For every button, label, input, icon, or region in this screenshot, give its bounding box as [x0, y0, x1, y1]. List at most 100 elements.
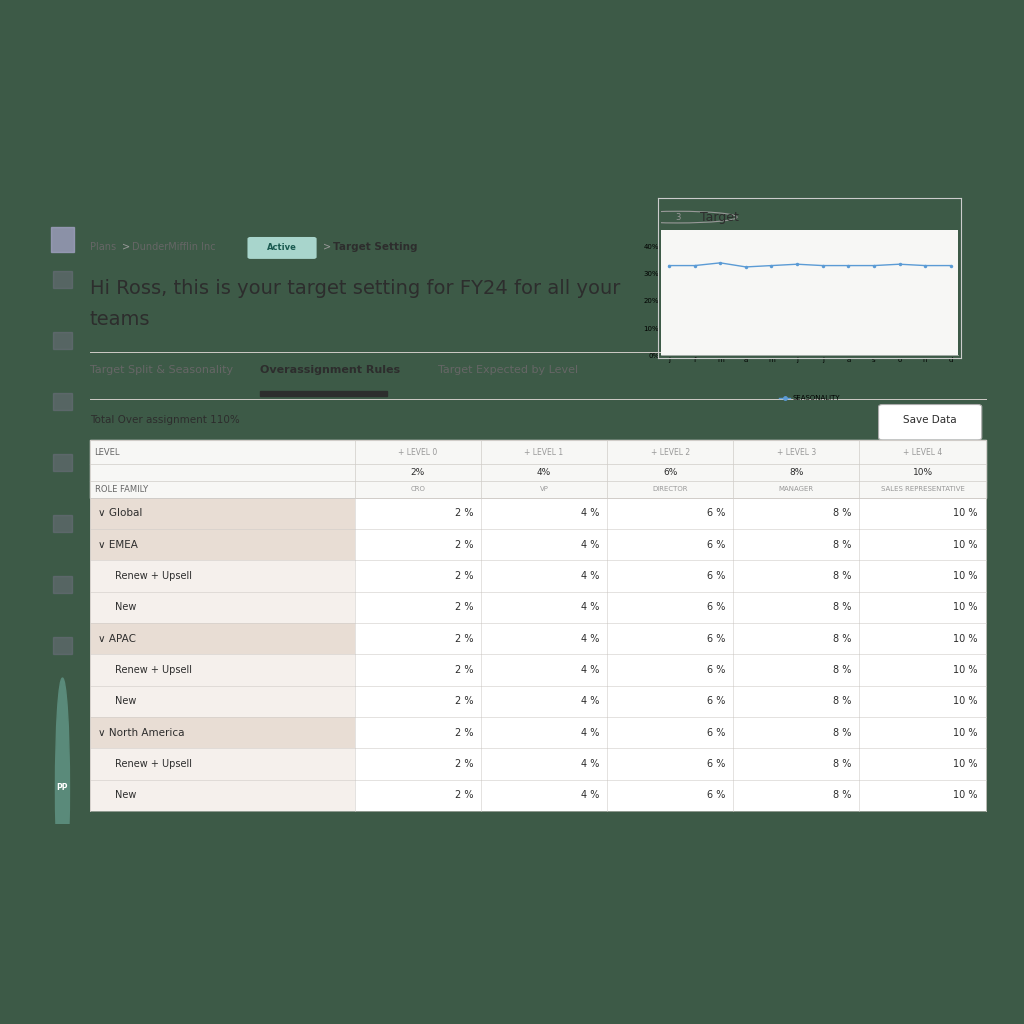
Text: 6 %: 6 %: [708, 791, 725, 801]
Bar: [859, 498, 986, 529]
Bar: [733, 560, 859, 592]
Text: Renew + Upsell: Renew + Upsell: [115, 571, 193, 581]
Text: 2 %: 2 %: [455, 571, 473, 581]
Bar: [733, 623, 859, 654]
Text: 8 %: 8 %: [834, 728, 852, 737]
Bar: [733, 779, 859, 811]
Text: 6 %: 6 %: [708, 602, 725, 612]
Text: Target Setting: Target Setting: [333, 242, 418, 252]
Text: 2 %: 2 %: [455, 508, 473, 518]
Text: New: New: [115, 791, 136, 801]
Bar: [481, 717, 607, 749]
Bar: [354, 749, 481, 779]
Bar: [354, 592, 481, 623]
Bar: [90, 717, 354, 749]
Bar: [733, 529, 859, 560]
Bar: [481, 592, 607, 623]
Bar: [90, 592, 354, 623]
Text: Target Split & Seasonality: Target Split & Seasonality: [90, 366, 232, 376]
Text: 6 %: 6 %: [708, 540, 725, 550]
Text: 10 %: 10 %: [953, 728, 978, 737]
Text: 8%: 8%: [790, 468, 804, 476]
Bar: [90, 480, 986, 498]
Bar: [859, 560, 986, 592]
Text: 10 %: 10 %: [953, 696, 978, 707]
Bar: [90, 498, 354, 529]
Bar: [354, 779, 481, 811]
Text: Active: Active: [266, 244, 297, 253]
Bar: [481, 560, 607, 592]
Text: 8 %: 8 %: [834, 759, 852, 769]
Circle shape: [55, 678, 70, 897]
Text: 4 %: 4 %: [581, 634, 599, 644]
Bar: [354, 560, 481, 592]
Text: 10 %: 10 %: [953, 602, 978, 612]
Bar: [90, 686, 354, 717]
Bar: [53, 637, 72, 653]
Text: + LEVEL 3: + LEVEL 3: [777, 447, 816, 457]
Text: 2 %: 2 %: [455, 759, 473, 769]
Bar: [607, 560, 733, 592]
Bar: [53, 515, 72, 531]
Bar: [859, 592, 986, 623]
Text: 8 %: 8 %: [834, 634, 852, 644]
Bar: [53, 393, 72, 410]
Bar: [90, 529, 354, 560]
Bar: [53, 332, 72, 349]
Text: 4 %: 4 %: [581, 696, 599, 707]
Text: + LEVEL 2: + LEVEL 2: [650, 447, 690, 457]
Bar: [53, 271, 72, 288]
Text: Target Expected by Level: Target Expected by Level: [438, 366, 579, 376]
Bar: [481, 749, 607, 779]
Text: >: >: [324, 242, 332, 252]
Text: 10 %: 10 %: [953, 571, 978, 581]
Text: 10 %: 10 %: [953, 791, 978, 801]
Bar: [90, 440, 986, 464]
Bar: [859, 623, 986, 654]
Text: ∨ APAC: ∨ APAC: [97, 634, 135, 644]
Bar: [607, 686, 733, 717]
Text: PP: PP: [56, 783, 69, 793]
Text: New: New: [115, 602, 136, 612]
Text: VP: VP: [540, 486, 548, 493]
Bar: [859, 749, 986, 779]
Bar: [859, 654, 986, 686]
Text: 2%: 2%: [411, 468, 425, 476]
Text: 4 %: 4 %: [581, 665, 599, 675]
Bar: [481, 654, 607, 686]
Text: 6 %: 6 %: [708, 728, 725, 737]
Text: 10 %: 10 %: [953, 759, 978, 769]
Bar: [354, 623, 481, 654]
Text: teams: teams: [90, 310, 151, 330]
Text: Target: Target: [700, 211, 739, 223]
Bar: [260, 391, 387, 396]
Text: 2 %: 2 %: [455, 634, 473, 644]
Bar: [481, 498, 607, 529]
Bar: [607, 654, 733, 686]
Bar: [859, 529, 986, 560]
Text: 8 %: 8 %: [834, 665, 852, 675]
Text: 8 %: 8 %: [834, 571, 852, 581]
Text: 10%: 10%: [912, 468, 933, 476]
Text: ROLE FAMILY: ROLE FAMILY: [94, 484, 147, 494]
Bar: [733, 686, 859, 717]
Bar: [607, 592, 733, 623]
Text: DIRECTOR: DIRECTOR: [652, 486, 688, 493]
Bar: [733, 749, 859, 779]
Bar: [481, 623, 607, 654]
Text: 4 %: 4 %: [581, 791, 599, 801]
Text: 4 %: 4 %: [581, 540, 599, 550]
FancyBboxPatch shape: [879, 404, 982, 440]
Text: Hi Ross, this is your target setting for FY24 for all your: Hi Ross, this is your target setting for…: [90, 279, 621, 298]
Bar: [607, 623, 733, 654]
Text: 2 %: 2 %: [455, 665, 473, 675]
Bar: [607, 779, 733, 811]
Text: + LEVEL 4: + LEVEL 4: [903, 447, 942, 457]
Text: + LEVEL 1: + LEVEL 1: [524, 447, 563, 457]
Text: Renew + Upsell: Renew + Upsell: [115, 665, 193, 675]
Text: 2 %: 2 %: [455, 791, 473, 801]
Text: 10 %: 10 %: [953, 665, 978, 675]
Bar: [859, 686, 986, 717]
Bar: [51, 227, 74, 252]
Text: Total Over assignment 110%: Total Over assignment 110%: [90, 416, 240, 425]
